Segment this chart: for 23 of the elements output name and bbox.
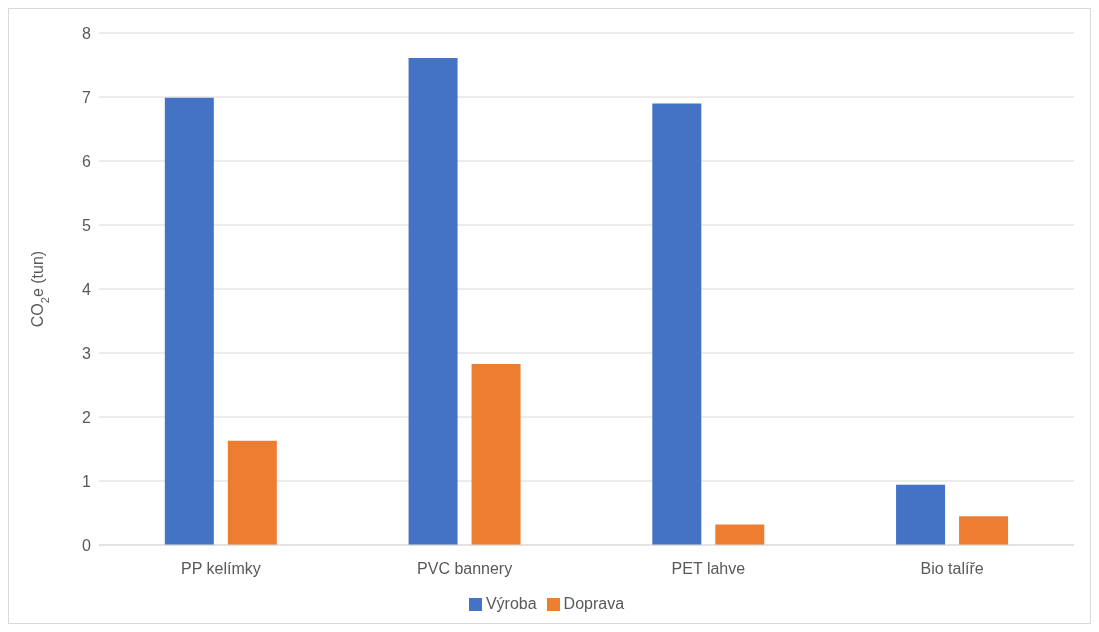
y-tick-label: 7 (82, 88, 92, 106)
bar (471, 363, 521, 545)
y-tick-label: 4 (82, 280, 92, 298)
y-tick-label: 1 (82, 472, 92, 490)
y-tick-label: 0 (82, 536, 92, 554)
x-tick-label: PP kelímky (181, 560, 261, 578)
y-tick-label: 6 (82, 152, 92, 170)
bar (164, 97, 214, 545)
x-tick-label: PET lahve (671, 560, 746, 578)
x-tick-label: PVC bannery (417, 560, 513, 578)
bar (227, 440, 277, 545)
legend-label: Výroba (485, 595, 537, 612)
bar (959, 516, 1009, 545)
x-tick-label: Bio talíře (920, 560, 984, 578)
y-tick-label: 5 (82, 216, 92, 234)
bar (896, 484, 946, 545)
legend-label: Doprava (563, 595, 625, 612)
y-tick-label: 8 (82, 24, 92, 42)
bar (715, 524, 765, 545)
bar (408, 57, 458, 545)
y-tick-label: 2 (82, 408, 92, 426)
y-tick-label: 3 (82, 344, 92, 362)
bar (652, 103, 702, 545)
